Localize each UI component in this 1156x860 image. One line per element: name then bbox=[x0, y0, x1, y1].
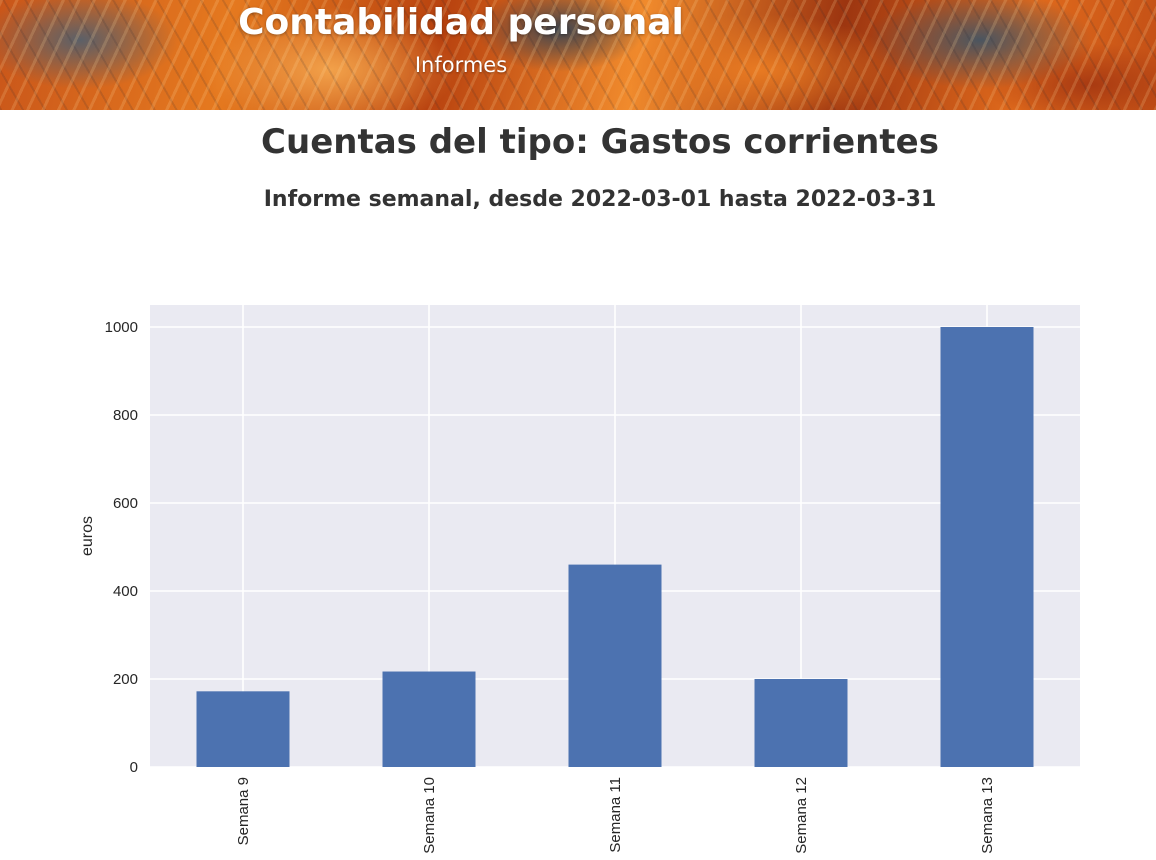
bar-series bbox=[196, 327, 1034, 767]
y-axis-ticks: 0 200 400 600 800 1000 bbox=[105, 319, 138, 776]
x-tick-label: Semana 13 bbox=[979, 777, 996, 854]
y-tick-label: 400 bbox=[113, 583, 138, 600]
report-subtitle: Informe semanal, desde 2022-03-01 hasta … bbox=[263, 187, 937, 212]
x-tick-label: Semana 12 bbox=[793, 777, 810, 854]
app-title[interactable]: Contabilidad personal bbox=[238, 2, 684, 43]
header-banner: Contabilidad personal Informes bbox=[0, 0, 1156, 110]
y-tick-label: 1000 bbox=[105, 319, 138, 336]
bar-semana-10 bbox=[382, 671, 476, 767]
x-tick-label: Semana 10 bbox=[421, 777, 438, 854]
bar-semana-12 bbox=[754, 679, 848, 767]
y-tick-label: 600 bbox=[113, 495, 138, 512]
x-tick-label: Semana 9 bbox=[235, 777, 252, 845]
x-tick-label: Semana 11 bbox=[607, 777, 624, 853]
y-axis-label: euros bbox=[79, 516, 96, 556]
y-tick-label: 200 bbox=[113, 671, 138, 688]
page-title: Cuentas del tipo: Gastos corrientes bbox=[261, 122, 939, 162]
x-axis-ticks: Semana 9 Semana 10 Semana 11 Semana 12 Seman… bbox=[235, 777, 996, 854]
bar-semana-13 bbox=[940, 327, 1034, 767]
banner-background-image bbox=[0, 0, 1156, 110]
y-tick-label: 0 bbox=[130, 759, 138, 776]
bar-semana-9 bbox=[196, 691, 290, 767]
bar-semana-11 bbox=[568, 564, 662, 767]
y-tick-label: 800 bbox=[113, 407, 138, 424]
app-subtitle[interactable]: Informes bbox=[414, 53, 508, 77]
